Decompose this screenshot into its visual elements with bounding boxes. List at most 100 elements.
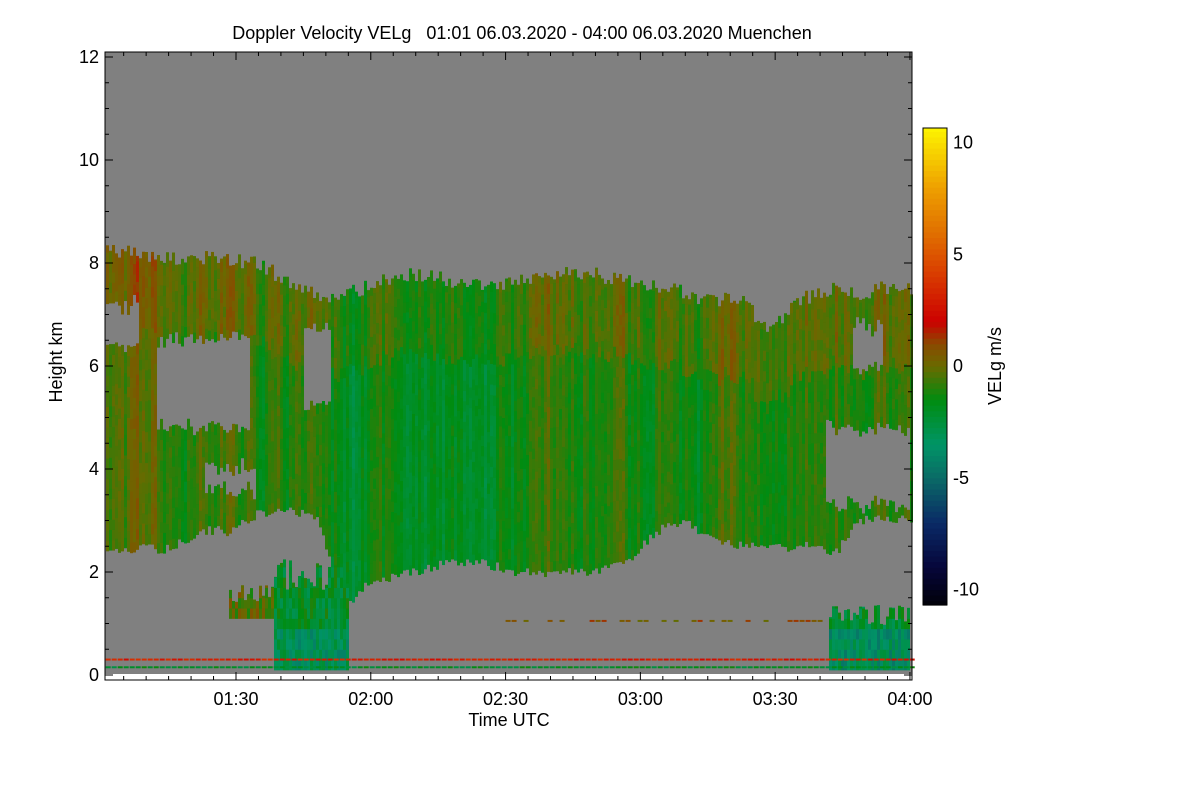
precipitation-cell xyxy=(334,565,337,568)
heatmap-cell xyxy=(487,411,490,422)
heatmap-cell xyxy=(628,486,631,498)
heatmap-cell xyxy=(493,487,496,499)
heatmap-cell xyxy=(310,411,313,422)
heatmap-cell xyxy=(232,279,235,291)
heatmap-cell xyxy=(640,393,643,405)
heatmap-cell xyxy=(541,397,544,408)
heatmap-cell xyxy=(271,399,274,411)
heatmap-cell xyxy=(349,363,352,375)
heatmap-cell xyxy=(481,289,484,292)
heatmap-cell xyxy=(373,395,376,407)
heatmap-cell xyxy=(619,499,622,511)
heatmap-cell xyxy=(559,470,562,482)
heatmap-cell xyxy=(331,387,334,399)
heatmap-cell xyxy=(565,479,568,491)
heatmap-cell xyxy=(625,456,628,468)
heatmap-cell xyxy=(286,276,289,284)
heatmap-cell xyxy=(166,492,169,504)
heatmap-cell xyxy=(526,361,529,373)
precipitation-cell xyxy=(346,628,349,640)
heatmap-cell xyxy=(331,377,334,389)
heatmap-cell xyxy=(553,488,556,500)
heatmap-cell xyxy=(262,490,265,502)
heatmap-cell xyxy=(577,427,580,439)
heatmap-cell xyxy=(427,492,430,504)
heatmap-cell xyxy=(472,554,475,565)
heatmap-cell xyxy=(400,501,403,512)
heatmap-cell xyxy=(451,311,454,323)
heatmap-cell xyxy=(259,406,262,418)
heatmap-cell xyxy=(628,362,631,374)
heatmap-cell xyxy=(655,376,658,388)
heatmap-cell xyxy=(460,345,463,357)
heatmap-cell xyxy=(487,431,490,443)
heatmap-cell xyxy=(646,451,649,463)
heatmap-cell xyxy=(577,448,580,460)
heatmap-cell xyxy=(166,255,169,267)
heatmap-cell xyxy=(547,509,550,521)
heatmap-cell xyxy=(109,416,112,427)
heatmap-cell xyxy=(556,313,559,325)
heatmap-cell xyxy=(262,407,265,419)
heatmap-cell xyxy=(229,512,232,524)
heatmap-cell xyxy=(361,374,364,386)
heatmap-cell xyxy=(604,358,607,370)
precipitation-cell xyxy=(283,628,286,640)
heatmap-cell xyxy=(142,440,145,452)
heatmap-cell xyxy=(472,389,475,401)
heatmap-cell xyxy=(373,529,376,541)
heatmap-cell xyxy=(370,490,373,502)
heatmap-cell xyxy=(541,304,544,316)
heatmap-cell xyxy=(469,448,472,460)
heatmap-cell xyxy=(169,323,172,335)
heatmap-cell xyxy=(529,430,532,442)
heatmap-cell xyxy=(289,455,292,467)
heatmap-cell xyxy=(370,439,373,451)
heatmap-cell xyxy=(433,370,436,382)
heatmap-cell xyxy=(172,497,175,508)
heatmap-cell xyxy=(415,343,418,354)
heatmap-cell xyxy=(529,502,532,514)
heatmap-cell xyxy=(169,282,172,293)
heatmap-cell xyxy=(328,453,331,464)
heatmap-cell xyxy=(631,498,634,509)
heatmap-cell xyxy=(241,292,244,304)
heatmap-cell xyxy=(379,344,382,356)
heatmap-cell xyxy=(472,317,475,329)
heatmap-cell xyxy=(160,449,163,461)
heatmap-cell xyxy=(463,380,466,391)
heatmap-cell xyxy=(478,408,481,420)
heatmap-cell xyxy=(289,352,292,364)
precipitation-cell xyxy=(274,638,277,650)
heatmap-cell xyxy=(289,424,292,436)
heatmap-cell xyxy=(448,304,451,315)
heatmap-cell xyxy=(493,498,496,509)
heatmap-cell xyxy=(493,353,496,365)
heatmap-cell xyxy=(427,277,430,287)
heatmap-cell xyxy=(151,482,154,494)
heatmap-cell xyxy=(625,364,628,375)
heatmap-cell xyxy=(547,550,550,562)
precipitation-cell xyxy=(331,638,334,650)
heatmap-cell xyxy=(502,335,505,346)
heatmap-cell xyxy=(517,357,520,368)
heatmap-cell xyxy=(652,321,655,333)
heatmap-cell xyxy=(112,245,115,252)
heatmap-cell xyxy=(349,312,352,323)
heatmap-cell xyxy=(184,275,187,286)
heatmap-cell xyxy=(253,355,256,366)
heatmap-cell xyxy=(406,517,409,529)
heatmap-cell xyxy=(160,490,163,502)
heatmap-cell xyxy=(496,345,499,357)
heatmap-cell xyxy=(619,365,622,377)
heatmap-cell xyxy=(268,277,271,289)
heatmap-cell xyxy=(211,421,214,432)
heatmap-cell xyxy=(169,260,172,263)
heatmap-cell xyxy=(454,374,457,386)
heatmap-cell xyxy=(349,590,352,601)
heatmap-cell xyxy=(457,379,460,391)
heatmap-cell xyxy=(154,373,157,385)
heatmap-cell xyxy=(451,352,454,364)
heatmap-cell xyxy=(271,451,274,463)
heatmap-cell xyxy=(553,313,556,325)
